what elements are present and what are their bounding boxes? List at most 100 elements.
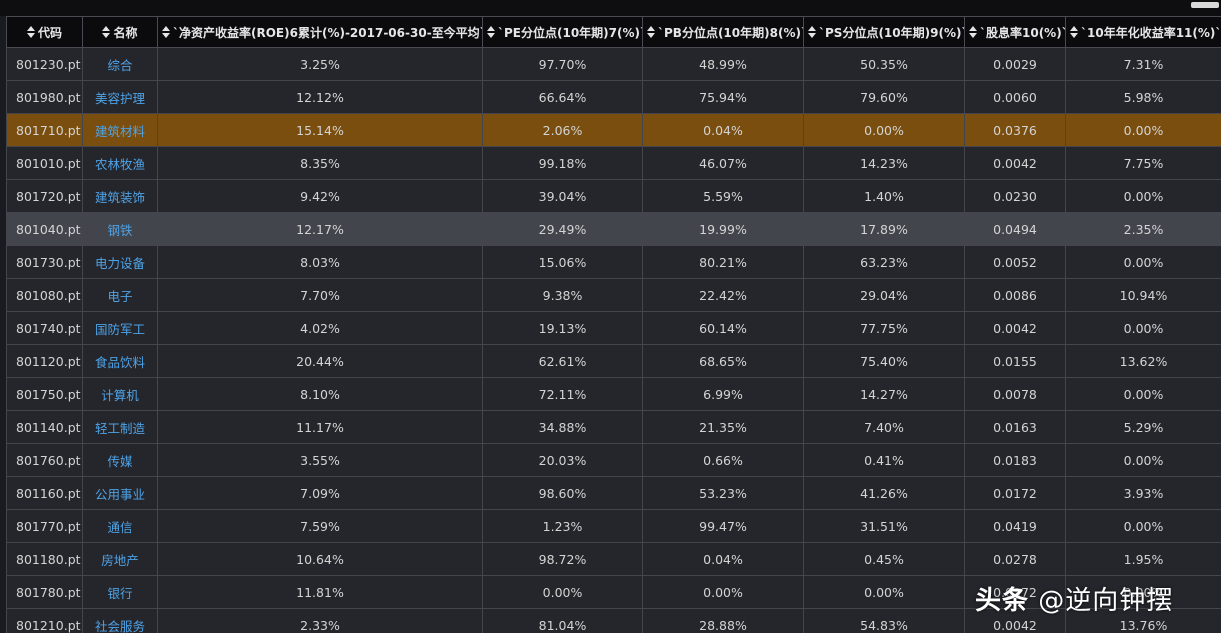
table-row[interactable]: 801080.pt 电子 7.70% 9.38% 22.42% 29.04% 0.0086 1… (6, 278, 1221, 312)
cell-dividend-yield: 0.0172 (964, 476, 1066, 510)
cell-roe: 9.42% (157, 179, 483, 213)
cell-name[interactable]: 轻工制造 (82, 410, 158, 444)
table-row[interactable]: 801750.pt 计算机 8.10% 72.11% 6.99% 14.27% 0.0078… (6, 377, 1221, 411)
cell-roe: 7.59% (157, 509, 483, 543)
table-row[interactable]: 801210.pt 社会服务 2.33% 81.04% 28.88% 54.83% 0.00… (6, 608, 1221, 633)
cell-roe: 3.25% (157, 47, 483, 81)
cell-pb-percentile: 0.04% (642, 542, 804, 576)
table-row[interactable]: 801230.pt 综合 3.25% 97.70% 48.99% 50.35% 0.0029… (6, 47, 1221, 81)
column-header-pe-percentile[interactable]: `PE分位点(10年期)7(%)` (482, 16, 643, 48)
cell-name[interactable]: 钢铁 (82, 212, 158, 246)
cell-annual-return: 0.00% (1065, 509, 1221, 543)
sort-icon (647, 26, 656, 38)
cell-code: 801080.pt (6, 278, 83, 312)
cell-name[interactable]: 通信 (82, 509, 158, 543)
cell-dividend-yield: 0.0029 (964, 47, 1066, 81)
column-header-name[interactable]: 名称 (82, 16, 158, 48)
column-header-pb-percentile[interactable]: `PB分位点(10年期)8(%)` (642, 16, 804, 48)
table-row[interactable]: 801160.pt 公用事业 7.09% 98.60% 53.23% 41.26% 0.01… (6, 476, 1221, 510)
column-header-code[interactable]: 代码 (6, 16, 83, 48)
cell-pe-percentile: 15.06% (482, 245, 643, 279)
cell-pe-percentile: 1.23% (482, 509, 643, 543)
table-row[interactable]: 801180.pt 房地产 10.64% 98.72% 0.04% 0.45% 0.0278… (6, 542, 1221, 576)
cell-ps-percentile: 63.23% (803, 245, 965, 279)
cell-name[interactable]: 社会服务 (82, 608, 158, 633)
window-top-strip (0, 0, 1221, 16)
cell-name[interactable]: 银行 (82, 575, 158, 609)
cell-name[interactable]: 计算机 (82, 377, 158, 411)
cell-name[interactable]: 农林牧渔 (82, 146, 158, 180)
cell-roe: 11.81% (157, 575, 483, 609)
cell-annual-return: 10.94% (1065, 278, 1221, 312)
column-header-label: 名称 (113, 25, 138, 40)
column-header-ps-percentile[interactable]: `PS分位点(10年期)9(%)` (803, 16, 965, 48)
cell-pb-percentile: 22.42% (642, 278, 804, 312)
cell-pe-percentile: 9.38% (482, 278, 643, 312)
table-row[interactable]: 801770.pt 通信 7.59% 1.23% 99.47% 31.51% 0.0419 0… (6, 509, 1221, 543)
cell-pb-percentile: 46.07% (642, 146, 804, 180)
table-row[interactable]: 801740.pt 国防军工 4.02% 19.13% 60.14% 77.75% 0.00… (6, 311, 1221, 345)
cell-pb-percentile: 21.35% (642, 410, 804, 444)
table-row[interactable]: 801720.pt 建筑装饰 9.42% 39.04% 5.59% 1.40% 0.0230… (6, 179, 1221, 213)
cell-dividend-yield: 0.0078 (964, 377, 1066, 411)
cell-name[interactable]: 食品饮料 (82, 344, 158, 378)
cell-name[interactable]: 国防军工 (82, 311, 158, 345)
cell-annual-return: 0.00% (1065, 377, 1221, 411)
column-header-label: `净资产收益率(ROE)6累计(%)-2017-06-30-至今平均` (173, 25, 483, 40)
cell-annual-return: 0.00% (1065, 443, 1221, 477)
cell-name[interactable]: 电力设备 (82, 245, 158, 279)
cell-annual-return: 0.00% (1065, 311, 1221, 345)
cell-name[interactable]: 美容护理 (82, 80, 158, 114)
column-header-roe[interactable]: `净资产收益率(ROE)6累计(%)-2017-06-30-至今平均` (157, 16, 483, 48)
sort-icon (26, 26, 36, 38)
header-row: 代码 名称 `净资产收益率(ROE)6累计(%)-2017-06-30-至今平均… (6, 16, 1221, 48)
industry-valuation-table: 代码 名称 `净资产收益率(ROE)6累计(%)-2017-06-30-至今平均… (6, 16, 1221, 633)
cell-code: 801760.pt (6, 443, 83, 477)
cell-name[interactable]: 综合 (82, 47, 158, 81)
table-row[interactable]: 801140.pt 轻工制造 11.17% 34.88% 21.35% 7.40% 0.01… (6, 410, 1221, 444)
cell-annual-return: 3.93% (1065, 476, 1221, 510)
cell-dividend-yield: 0.0155 (964, 344, 1066, 378)
cell-name[interactable]: 公用事业 (82, 476, 158, 510)
table-row[interactable]: 801710.pt 建筑材料 15.14% 2.06% 0.04% 0.00% 0.0376… (6, 113, 1221, 147)
cell-code: 801160.pt (6, 476, 83, 510)
cell-name[interactable]: 建筑材料 (82, 113, 158, 147)
cell-dividend-yield: 0.0230 (964, 179, 1066, 213)
cell-pb-percentile: 53.23% (642, 476, 804, 510)
cell-pb-percentile: 60.14% (642, 311, 804, 345)
table-row[interactable]: 801120.pt 食品饮料 20.44% 62.61% 68.65% 75.40% 0.0… (6, 344, 1221, 378)
cell-dividend-yield: 0.0042 (964, 146, 1066, 180)
cell-code: 801730.pt (6, 245, 83, 279)
cell-pe-percentile: 29.49% (482, 212, 643, 246)
table-row[interactable]: 801780.pt 银行 11.81% 0.00% 0.00% 0.00% 0.0372 0.… (6, 575, 1221, 609)
sort-icon (487, 26, 496, 38)
cell-pe-percentile: 34.88% (482, 410, 643, 444)
cell-name[interactable]: 传媒 (82, 443, 158, 477)
cell-pb-percentile: 48.99% (642, 47, 804, 81)
column-header-dividend-yield[interactable]: `股息率10(%)` (964, 16, 1066, 48)
cell-pe-percentile: 98.60% (482, 476, 643, 510)
cell-ps-percentile: 31.51% (803, 509, 965, 543)
cell-roe: 7.09% (157, 476, 483, 510)
table-row[interactable]: 801010.pt 农林牧渔 8.35% 99.18% 46.07% 14.23% 0.00… (6, 146, 1221, 180)
cell-code: 801980.pt (6, 80, 83, 114)
scroll-indicator[interactable] (1191, 2, 1219, 8)
cell-ps-percentile: 0.00% (803, 575, 965, 609)
cell-pe-percentile: 81.04% (482, 608, 643, 633)
cell-annual-return: 13.62% (1065, 344, 1221, 378)
column-header-annual-return[interactable]: `10年年化收益率11(%)` (1065, 16, 1221, 48)
cell-roe: 8.10% (157, 377, 483, 411)
table-row[interactable]: 801760.pt 传媒 3.55% 20.03% 0.66% 0.41% 0.0183 0.… (6, 443, 1221, 477)
cell-annual-return: 0.00% (1065, 245, 1221, 279)
cell-name[interactable]: 电子 (82, 278, 158, 312)
cell-pb-percentile: 0.66% (642, 443, 804, 477)
column-header-label: `股息率10(%)` (980, 25, 1066, 40)
cell-dividend-yield: 0.0419 (964, 509, 1066, 543)
cell-dividend-yield: 0.0183 (964, 443, 1066, 477)
table-row[interactable]: 801730.pt 电力设备 8.03% 15.06% 80.21% 63.23% 0.00… (6, 245, 1221, 279)
cell-pe-percentile: 39.04% (482, 179, 643, 213)
table-row[interactable]: 801040.pt 钢铁 12.17% 29.49% 19.99% 17.89% 0.049… (6, 212, 1221, 246)
cell-name[interactable]: 房地产 (82, 542, 158, 576)
cell-name[interactable]: 建筑装饰 (82, 179, 158, 213)
table-row[interactable]: 801980.pt 美容护理 12.12% 66.64% 75.94% 79.60% 0.0… (6, 80, 1221, 114)
